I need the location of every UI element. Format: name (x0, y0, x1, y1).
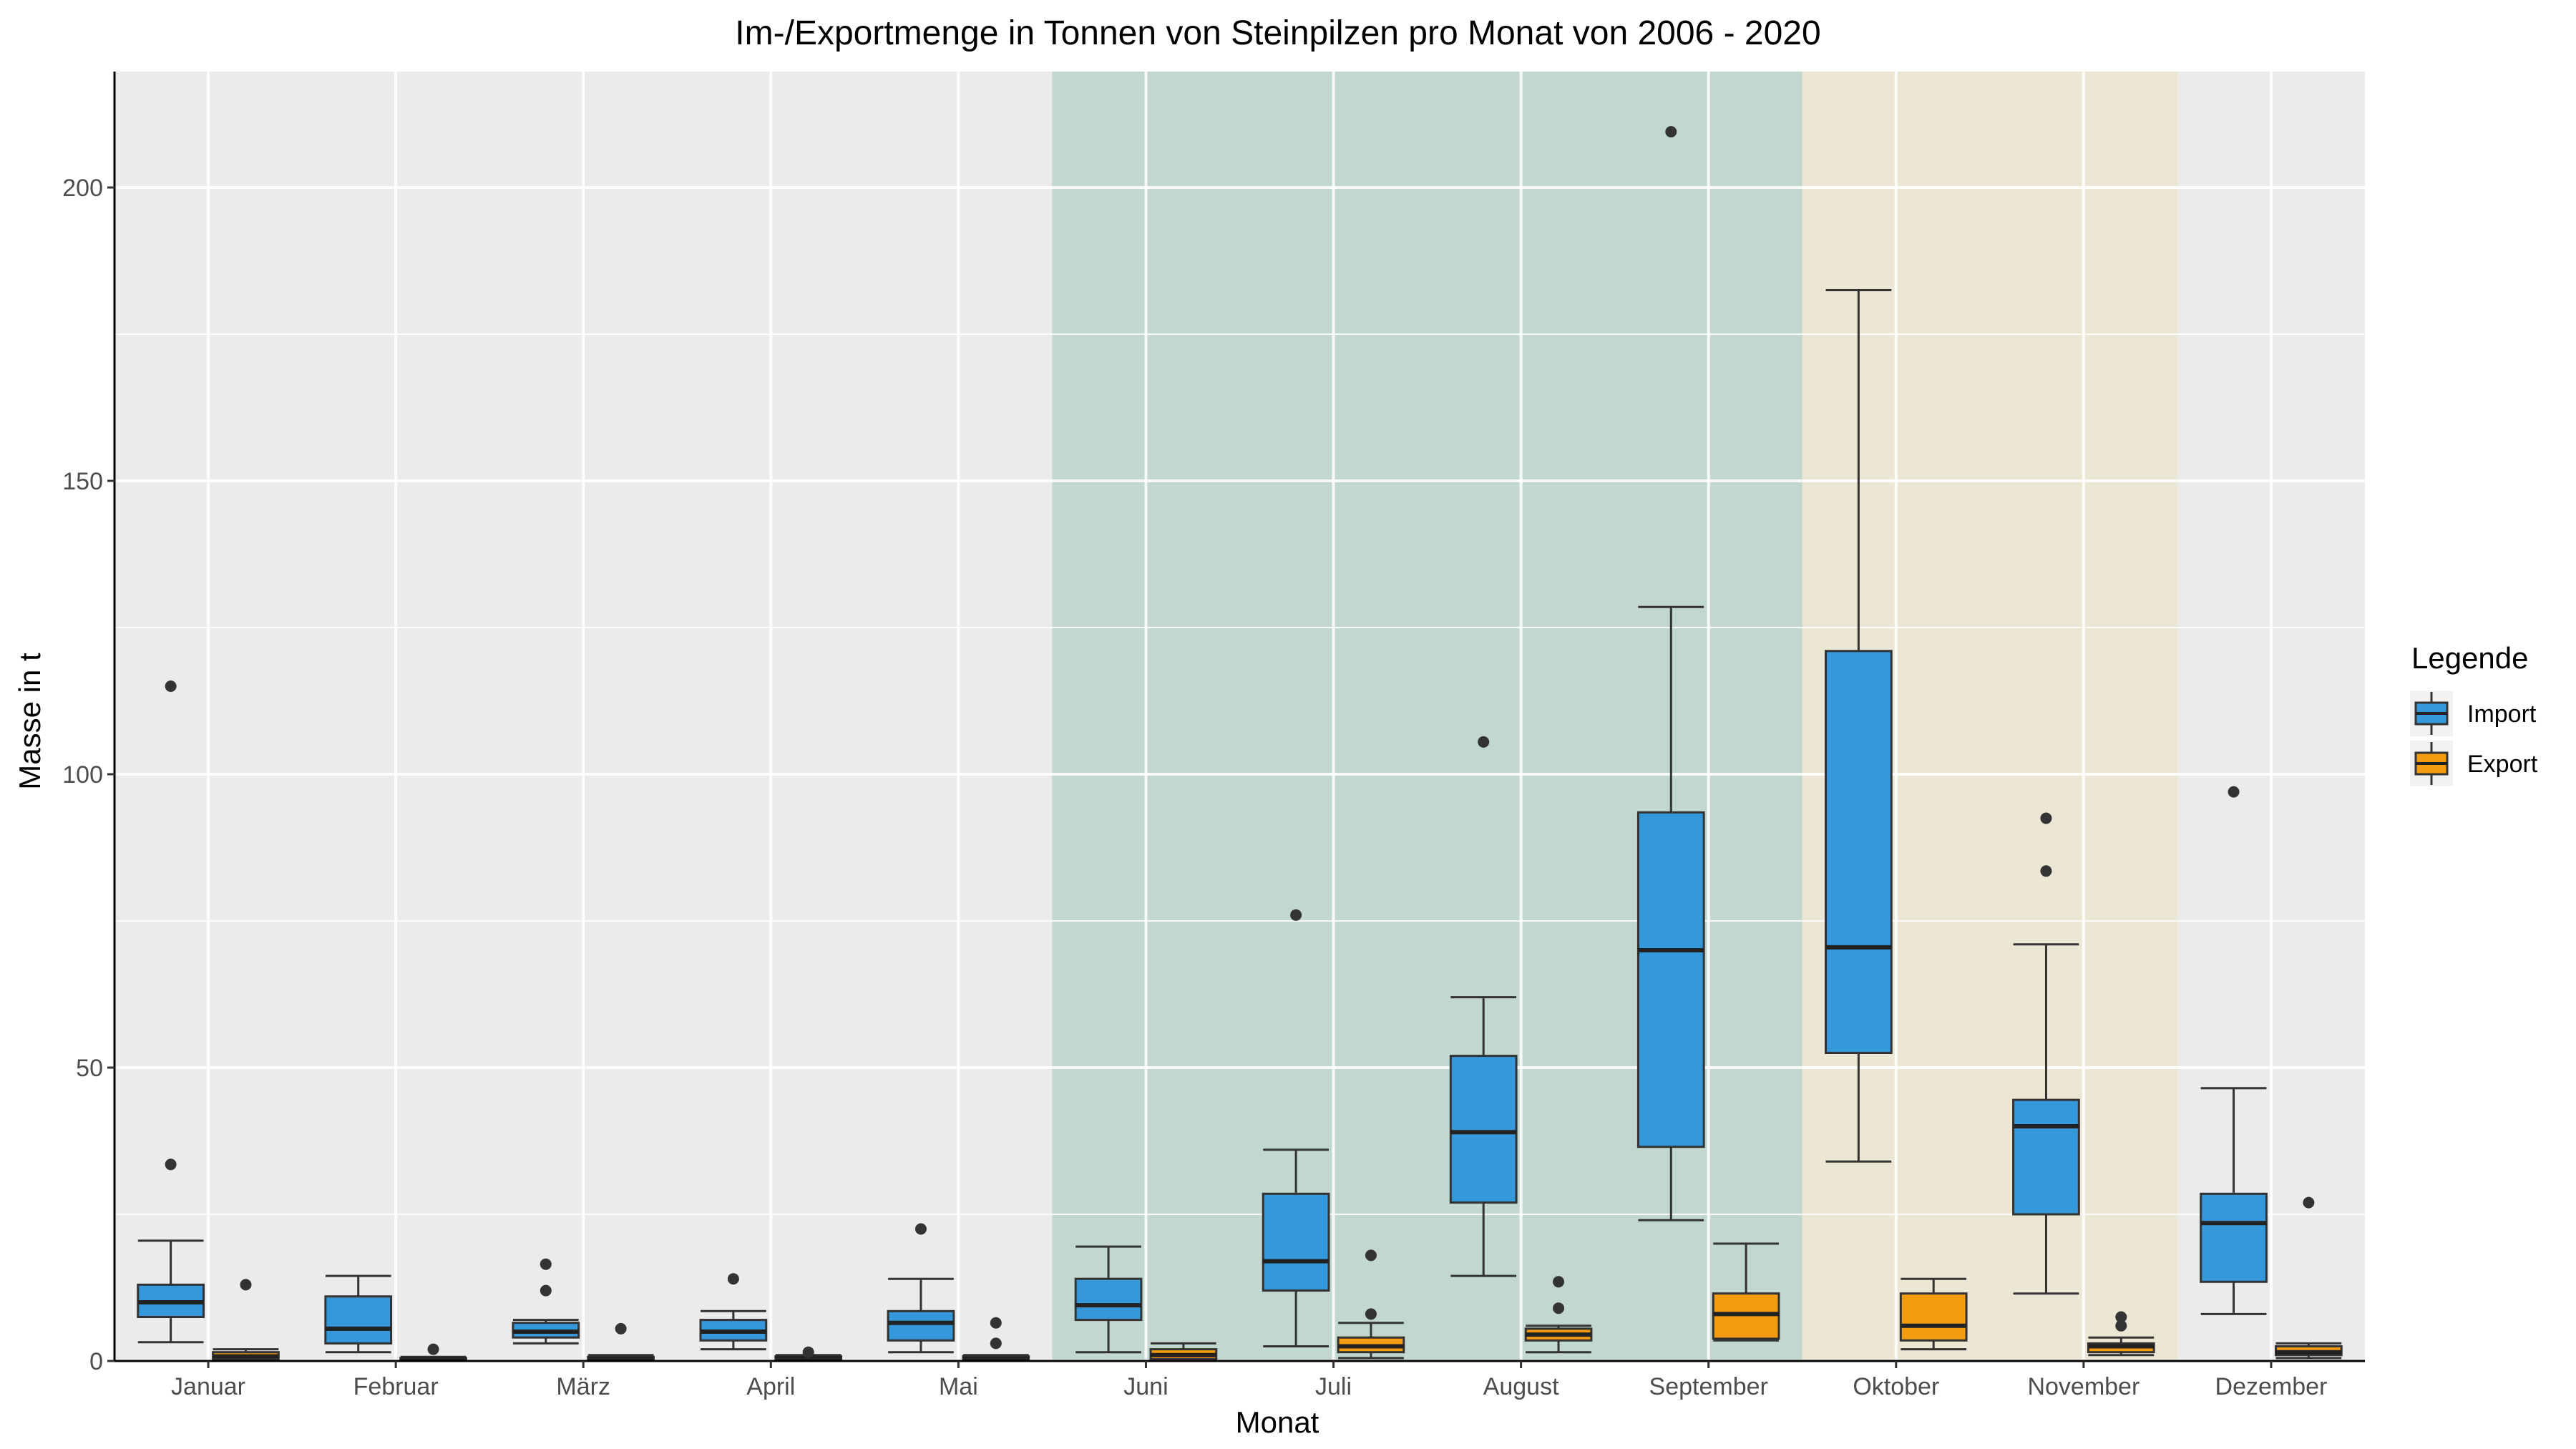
box-body (1074, 1277, 1143, 1322)
box-import-märz (512, 1258, 580, 1345)
outlier-point (165, 1158, 177, 1171)
outlier-point (802, 1346, 814, 1358)
box-import-februar (324, 1274, 393, 1354)
x-tick-label: November (2027, 1373, 2140, 1400)
outlier-point (1553, 1302, 1565, 1314)
box-import-oktober (1825, 289, 1893, 1163)
outlier-point (1365, 1308, 1377, 1320)
outlier-point (2115, 1319, 2127, 1332)
box-import-september (1636, 126, 1705, 1221)
legend-label: Import (2467, 701, 2537, 728)
box-import-juni (1074, 1245, 1143, 1354)
outlier-point (1478, 736, 1490, 748)
y-tick-label: 100 (62, 761, 103, 789)
outlier-point (540, 1284, 552, 1297)
box-body (1262, 1192, 1330, 1292)
x-tick-label: April (746, 1373, 795, 1400)
box-import-august (1449, 736, 1518, 1277)
x-tick-label: Dezember (2215, 1373, 2328, 1400)
box-body (1449, 1055, 1518, 1204)
outlier-point (540, 1258, 552, 1270)
outlier-point (2303, 1196, 2315, 1209)
box-import-mai (887, 1223, 955, 1354)
outlier-point (914, 1223, 927, 1235)
outlier-point (2228, 786, 2240, 798)
season-shading-1 (1052, 72, 1802, 1361)
box-import-dezember (2200, 786, 2268, 1315)
x-tick-label: Januar (171, 1373, 245, 1400)
outlier-point (165, 680, 177, 692)
outlier-point (615, 1322, 627, 1335)
x-tick-label: Mai (939, 1373, 978, 1400)
legend-label: Export (2467, 751, 2538, 778)
box-export-oktober (1899, 1277, 1968, 1351)
x-tick-label: März (556, 1373, 610, 1400)
outlier-point (1290, 909, 1302, 921)
box-body (2012, 1098, 2080, 1216)
box-export-dezember (2275, 1196, 2343, 1360)
x-tick-label: Juni (1123, 1373, 1168, 1400)
box-export-september (1712, 1242, 1780, 1342)
box-export-november (2087, 1311, 2155, 1357)
outlier-point (427, 1343, 439, 1355)
chart-title: Im-/Exportmenge in Tonnen von Steinpilze… (735, 14, 1820, 52)
box-body (2200, 1192, 2268, 1283)
outlier-point (2040, 865, 2052, 877)
outlier-point (1365, 1249, 1377, 1262)
legend-item-import: Import (2410, 691, 2537, 736)
box-export-mai (962, 1317, 1030, 1362)
outlier-point (727, 1273, 739, 1285)
box-body (1899, 1292, 1968, 1342)
legend-item-export: Export (2410, 741, 2538, 786)
y-axis-title: Masse in t (13, 653, 47, 790)
box-import-juli (1262, 909, 1330, 1347)
box-export-juli (1337, 1249, 1405, 1360)
x-tick-label: September (1649, 1373, 1768, 1400)
box-body (1825, 650, 1893, 1054)
y-tick-label: 200 (62, 175, 103, 202)
x-axis-title: Monat (1236, 1405, 1319, 1439)
box-import-november (2012, 812, 2080, 1295)
box-body (324, 1295, 393, 1345)
outlier-point (240, 1279, 252, 1291)
box-body (887, 1309, 955, 1342)
legend-title: Legende (2411, 641, 2529, 675)
legend: Legende Import Export (2410, 641, 2538, 786)
x-tick-label: Juli (1315, 1373, 1352, 1400)
box-body (1636, 811, 1705, 1148)
box-import-april (699, 1273, 768, 1351)
outlier-point (1665, 126, 1677, 138)
x-tick-label: Februar (353, 1373, 439, 1400)
plot-area: 0 50 100 150 200 Januar Februar März April Mai Jun… (62, 72, 2365, 1400)
box-export-august (1524, 1276, 1593, 1354)
outlier-point (990, 1337, 1002, 1350)
box-import-januar (137, 680, 205, 1344)
y-tick-label: 0 (89, 1348, 103, 1375)
outlier-point (2115, 1311, 2127, 1323)
x-tick-label: August (1483, 1373, 1559, 1400)
outlier-point (990, 1317, 1002, 1329)
outlier-point (2040, 812, 2052, 824)
x-tick-label: Oktober (1853, 1373, 1939, 1400)
y-tick-label: 50 (76, 1055, 103, 1082)
outlier-point (1553, 1276, 1565, 1288)
y-tick-label: 150 (62, 468, 103, 495)
